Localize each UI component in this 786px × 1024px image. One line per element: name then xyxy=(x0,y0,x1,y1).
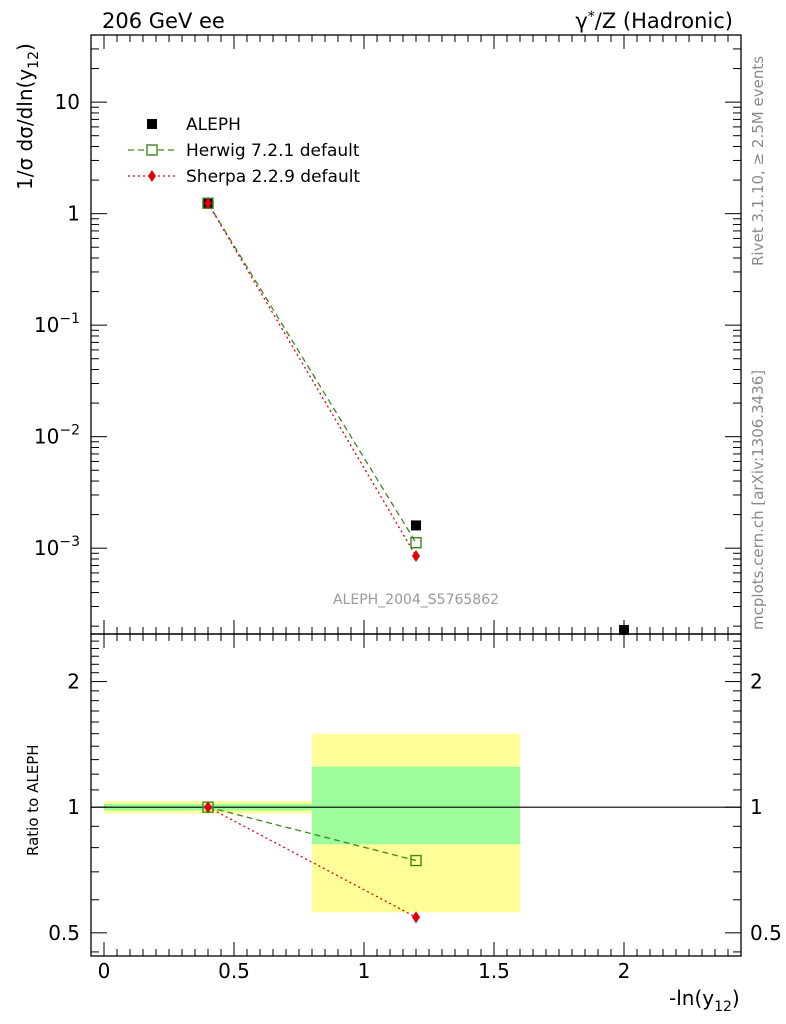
x-tick-label: 0 xyxy=(98,959,111,983)
legend-marker-aleph xyxy=(147,119,157,129)
ratio-ylabel: Ratio to ALEPH xyxy=(24,744,42,856)
ratio-xlabel: -ln(y12) xyxy=(669,986,740,1015)
ratio-line-sherpa xyxy=(207,806,417,918)
legend-label: Herwig 7.2.1 default xyxy=(186,141,360,161)
mcplots-label: mcplots.cern.ch [arXiv:1306.3436] xyxy=(749,370,767,630)
ratio-y-tick-label-left: 2 xyxy=(67,670,80,694)
x-tick-label: 2 xyxy=(618,959,631,983)
legend-entry: Sherpa 2.2.9 default xyxy=(128,167,360,187)
data-point-sherpa xyxy=(412,550,420,563)
legend-marker-herwig xyxy=(146,144,158,156)
header-left: 206 GeV ee xyxy=(102,9,225,33)
main-y-tick-label: 10−3 xyxy=(34,534,80,560)
analysis-watermark: ALEPH_2004_S5765862 xyxy=(333,592,499,608)
data-point-sherpa xyxy=(204,197,212,210)
legend-entry: ALEPH xyxy=(147,115,241,135)
main-line-herwig xyxy=(207,202,417,544)
ratio-y-tick-label-right: 1 xyxy=(750,795,763,819)
rivet-label: Rivet 3.1.10, ≥ 2.5M events xyxy=(749,56,767,266)
header-right: γ*/Z (Hadronic) xyxy=(575,9,733,33)
ratio-y-tick-label-left: 0.5 xyxy=(48,921,80,945)
ratio-point-sherpa xyxy=(204,801,212,814)
legend-marker-sherpa xyxy=(148,170,156,182)
legend-entry: Herwig 7.2.1 default xyxy=(128,141,360,161)
x-tick-label: 1 xyxy=(358,959,371,983)
x-tick-label: 1.5 xyxy=(478,959,510,983)
main-y-tick-label: 10−2 xyxy=(34,423,80,449)
data-point-herwig xyxy=(410,536,422,549)
uncertainty-band-green-1 xyxy=(312,766,520,845)
legend-label: Sherpa 2.2.9 default xyxy=(186,167,360,187)
legend-label: ALEPH xyxy=(186,115,241,135)
data-point-aleph xyxy=(411,520,421,531)
ratio-point-sherpa xyxy=(412,911,420,924)
ratio-y-tick-label-left: 1 xyxy=(67,795,80,819)
ratio-y-tick-label-right: 2 xyxy=(750,670,763,694)
main-line-sherpa xyxy=(207,202,417,557)
main-y-tick-label: 10−1 xyxy=(34,311,80,337)
main-ylabel: 1/σ dσ/dln(y12) xyxy=(13,43,42,190)
ratio-point-herwig xyxy=(410,854,422,867)
x-tick-label: 0.5 xyxy=(218,959,250,983)
main-y-tick-label: 1 xyxy=(67,202,80,226)
ratio-y-tick-label-right: 0.5 xyxy=(750,921,782,945)
main-y-tick-label: 10 xyxy=(55,90,80,114)
ratio-line-herwig xyxy=(207,806,417,862)
